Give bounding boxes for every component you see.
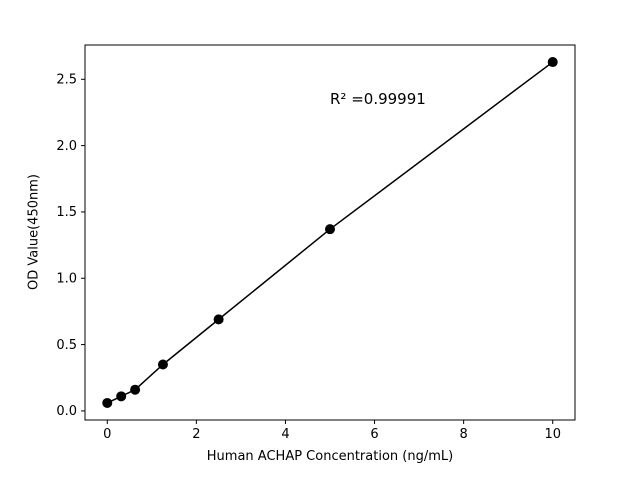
y-axis-label: OD Value(450nm) <box>26 174 42 290</box>
data-point <box>213 314 224 325</box>
y-tick-label: 0.5 <box>56 338 77 353</box>
x-tick-label: 2 <box>192 427 200 442</box>
x-axis-label: Human ACHAP Concentration (ng/mL) <box>206 449 454 464</box>
data-point <box>157 359 168 370</box>
x-tick-label: 4 <box>281 427 289 442</box>
y-tick-label: 2.5 <box>56 73 77 88</box>
y-tick-label: 2.0 <box>56 139 77 154</box>
data-point <box>116 391 127 402</box>
y-tick-label: 1.0 <box>56 272 77 287</box>
y-tick-label: 0.0 <box>56 404 77 419</box>
y-tick-label: 1.5 <box>56 205 77 220</box>
data-point <box>547 57 558 68</box>
x-tick-label: 6 <box>370 427 378 442</box>
x-tick-label: 8 <box>459 427 467 442</box>
plot-frame <box>84 44 576 421</box>
x-tick-label: 0 <box>103 427 111 442</box>
data-point <box>102 397 113 408</box>
x-tick-label: 10 <box>544 427 561 442</box>
data-point <box>325 224 335 235</box>
r-squared-annotation: R² =0.99991 <box>330 90 426 108</box>
data-point <box>130 384 141 395</box>
